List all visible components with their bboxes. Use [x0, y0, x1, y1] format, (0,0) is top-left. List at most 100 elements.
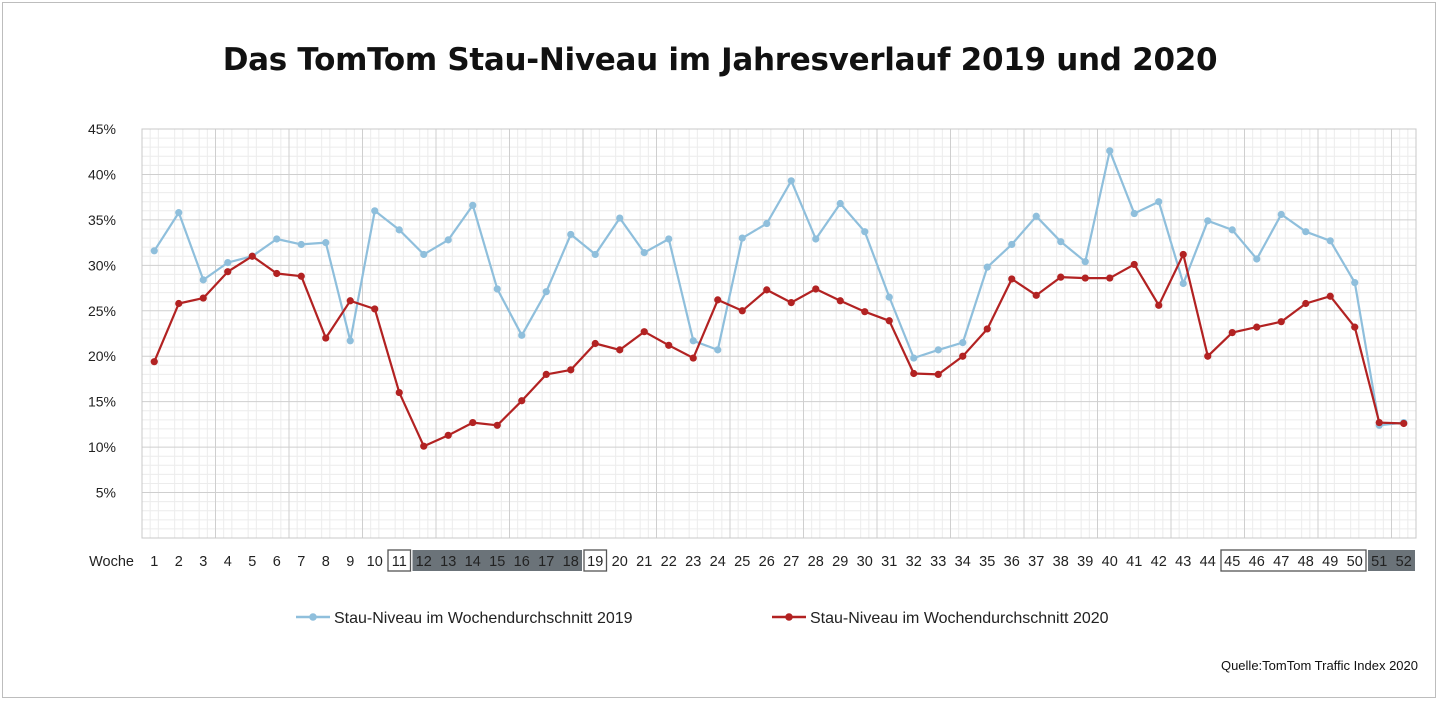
x-tick-label: 10 [367, 554, 383, 570]
x-tick-label: 40 [1102, 554, 1118, 570]
data-point [738, 234, 746, 242]
data-point [1106, 147, 1114, 155]
data-point [1302, 228, 1310, 236]
data-point [934, 346, 942, 354]
minor-grid [142, 129, 1416, 538]
x-tick-label: 17 [538, 554, 554, 570]
x-tick-label: 14 [465, 554, 481, 570]
data-point [714, 296, 722, 304]
data-point [542, 370, 550, 378]
x-tick-label: 51 [1371, 554, 1387, 570]
data-point [1155, 198, 1163, 206]
x-tick-label: 3 [199, 554, 207, 570]
x-tick-label: 49 [1322, 554, 1338, 570]
data-point [150, 247, 158, 255]
data-point [248, 252, 256, 260]
data-point [665, 341, 673, 349]
data-point [567, 230, 575, 239]
data-point [1057, 273, 1065, 281]
x-tick-label: 26 [759, 554, 775, 570]
data-point [1326, 237, 1334, 245]
data-point [1179, 279, 1187, 288]
data-point [689, 337, 697, 345]
data-point [665, 235, 673, 243]
data-point [934, 370, 942, 378]
data-point [297, 240, 305, 249]
data-point [1375, 418, 1383, 427]
data-point [1400, 419, 1408, 428]
data-point [861, 308, 869, 316]
data-point [959, 352, 967, 360]
data-point [787, 298, 795, 307]
data-point [1057, 238, 1065, 246]
data-point [542, 288, 550, 296]
data-point [836, 199, 844, 208]
legend-label: Stau-Niveau im Wochendurchschnitt 2019 [334, 610, 633, 627]
x-tick-label: 31 [881, 554, 897, 570]
data-point [1032, 212, 1040, 220]
y-tick-label: 25% [88, 303, 116, 319]
x-tick-label: 13 [440, 554, 456, 570]
data-point [910, 354, 918, 362]
data-point [591, 250, 599, 259]
data-point [469, 418, 477, 427]
x-tick-label: 19 [587, 554, 603, 570]
x-tick-label: 34 [955, 554, 971, 570]
x-tick-label: 20 [612, 554, 628, 570]
x-tick-label: 39 [1077, 554, 1093, 570]
week-highlight-dark [1368, 550, 1415, 571]
data-point [689, 354, 697, 362]
data-point [983, 325, 991, 333]
x-tick-label: 33 [930, 554, 946, 570]
data-point [493, 421, 501, 429]
data-point [910, 369, 918, 378]
data-point [150, 358, 158, 366]
data-point [518, 331, 526, 339]
y-tick-label: 5% [96, 485, 116, 501]
data-point [1351, 323, 1359, 331]
x-tick-label: 15 [489, 554, 505, 570]
data-point [1228, 226, 1236, 234]
legend-item: Stau-Niveau im Wochendurchschnitt 2020 [772, 610, 1109, 627]
series-1 [150, 147, 1408, 429]
x-tick-label: 44 [1200, 554, 1216, 570]
data-point [763, 219, 771, 228]
x-tick-label: 41 [1126, 554, 1142, 570]
x-tick-label: 7 [297, 554, 305, 570]
x-tick-label: 16 [514, 554, 530, 570]
data-point [224, 268, 232, 276]
data-point [371, 305, 379, 313]
data-point [518, 397, 526, 405]
data-point [1253, 323, 1261, 331]
data-point [885, 317, 893, 325]
plot-border [141, 128, 1417, 539]
y-tick-label: 45% [88, 121, 116, 137]
data-point [395, 388, 403, 397]
x-tick-label: 18 [563, 554, 579, 570]
x-tick-label: 27 [783, 554, 799, 570]
data-point [1081, 274, 1089, 282]
data-point [640, 249, 648, 257]
x-tick-label: 50 [1347, 554, 1363, 570]
series-2 [150, 250, 1408, 450]
x-tick-label: 2 [175, 554, 183, 570]
week-highlight-dark [412, 550, 582, 571]
week-highlight-outline [583, 549, 608, 572]
major-grid [141, 128, 1416, 538]
x-tick-label: 11 [392, 554, 407, 570]
data-point [861, 228, 869, 236]
x-tick-label: 6 [273, 554, 281, 570]
data-point [1106, 274, 1114, 282]
data-point [1008, 240, 1016, 249]
data-point [1204, 352, 1212, 360]
data-point [616, 346, 624, 354]
series-line [153, 253, 1404, 448]
data-point [322, 334, 330, 342]
data-point [346, 297, 354, 305]
legend-swatch-marker [785, 613, 793, 621]
data-point [983, 263, 991, 271]
x-tick-label: 38 [1053, 554, 1069, 570]
source-note: Quelle:TomTom Traffic Index 2020 [1220, 658, 1418, 673]
x-tick-label: 30 [857, 554, 873, 570]
